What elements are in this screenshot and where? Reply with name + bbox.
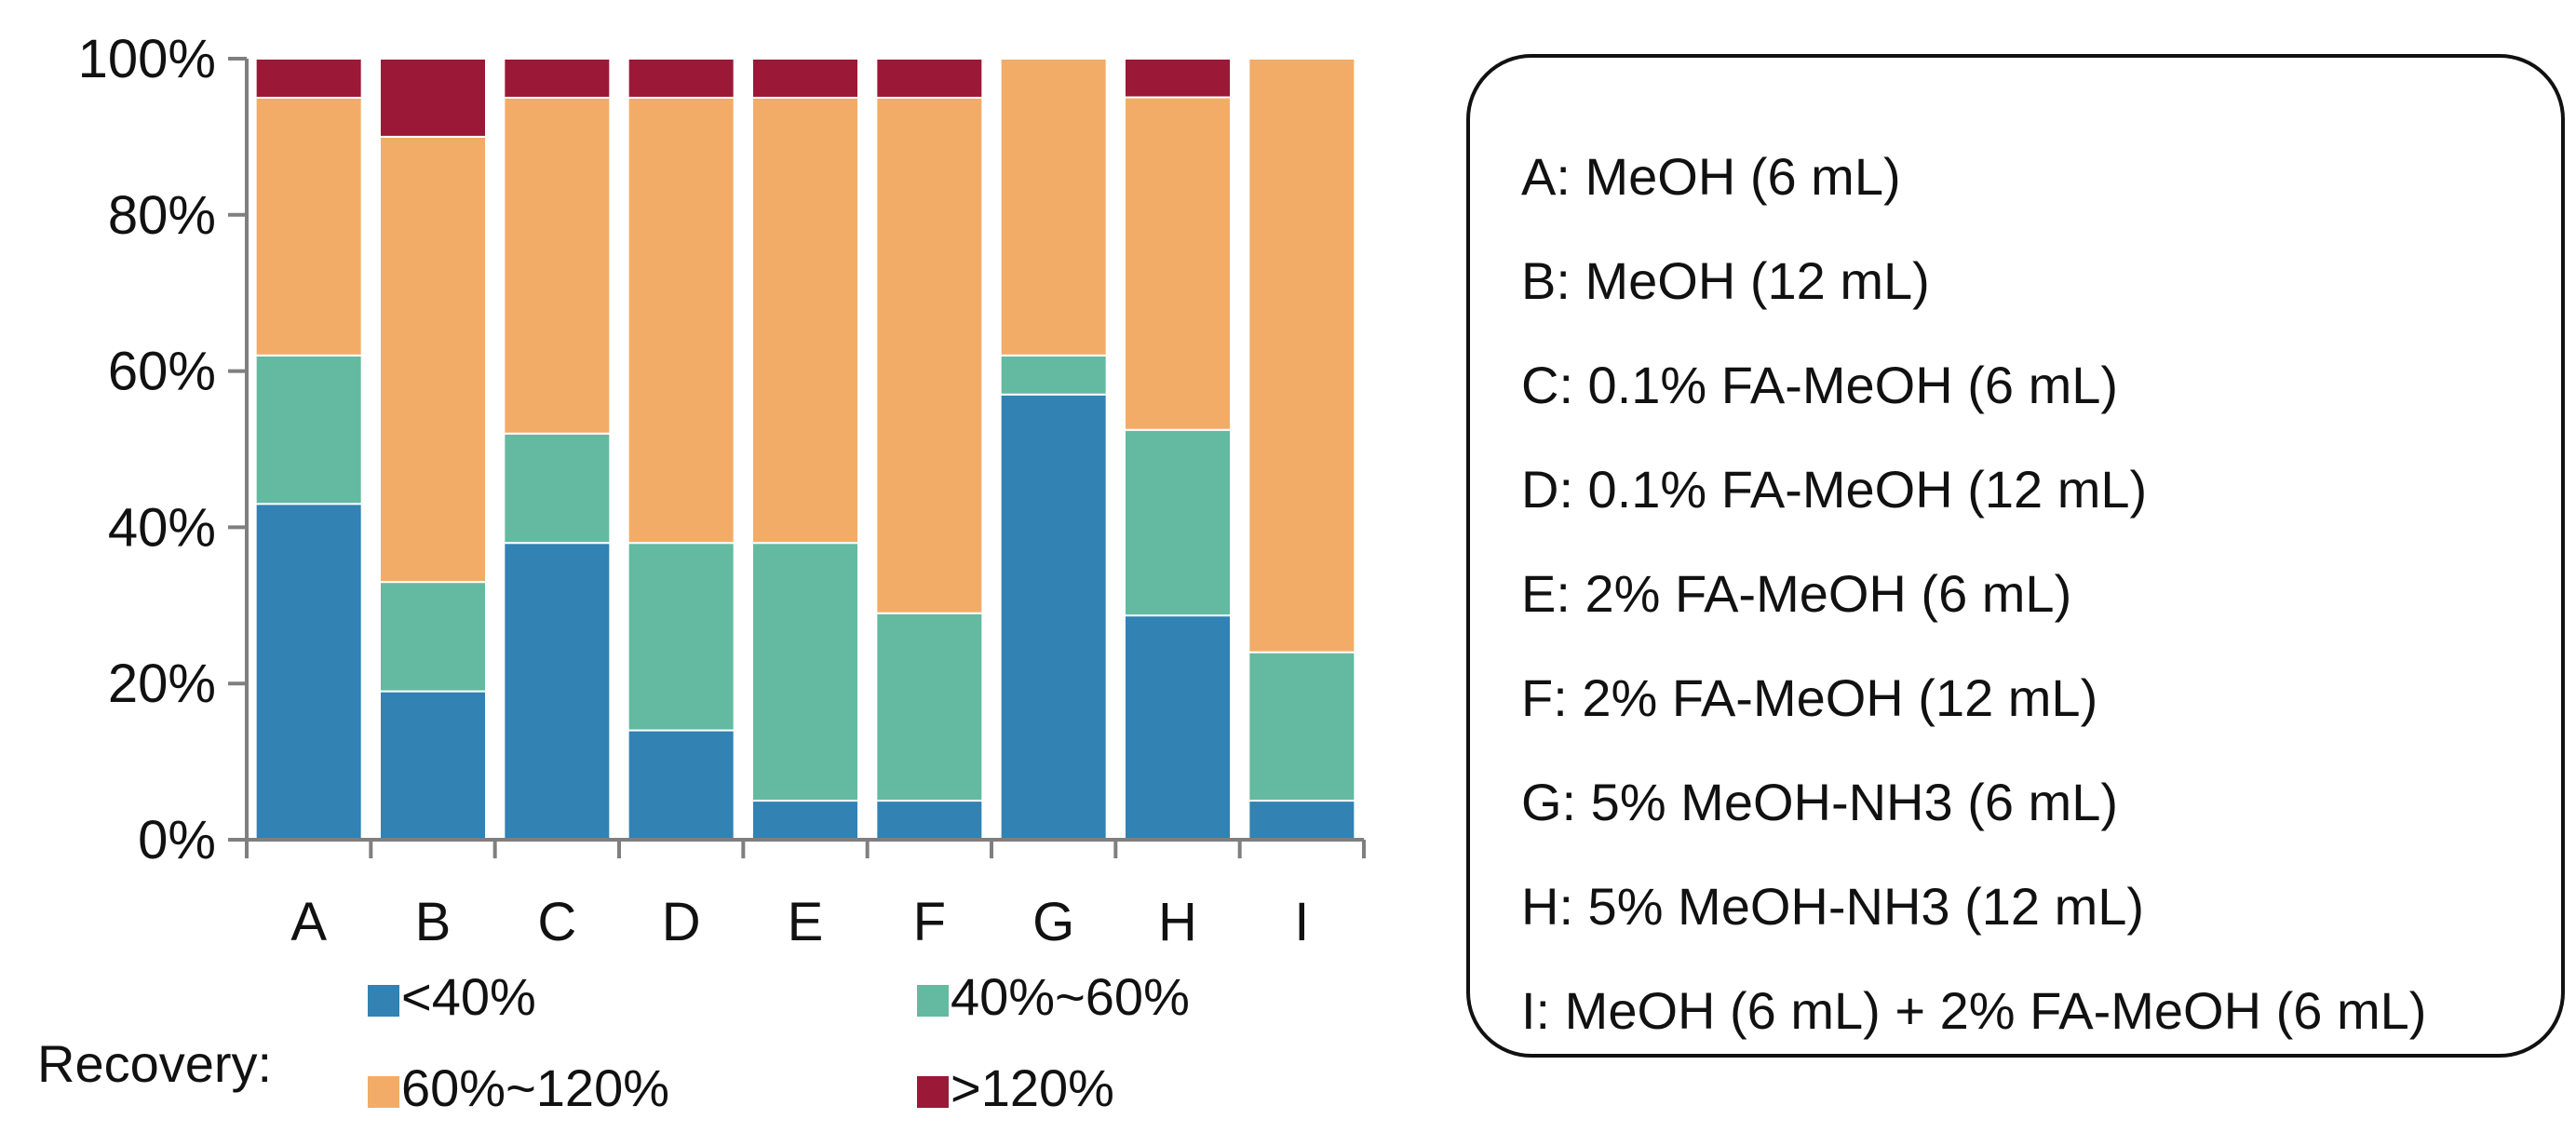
x-tick-label-i: I [1294, 892, 1309, 952]
y-tick-label: 40% [108, 497, 216, 558]
stacked-bar-chart: 0% 20% 40% 60% 80% 100% A B C D E F G H I Recovery: <40… [37, 29, 1366, 1117]
legend-label-0: <40% [401, 967, 536, 1026]
bar-h-series-2 [1124, 96, 1232, 431]
tick-labels-layer: 0% 20% 40% 60% 80% 100% A B C D E F G H I [78, 29, 1310, 952]
bar-e-series-1 [751, 542, 859, 802]
legend-label-1: 40%~60% [951, 967, 1190, 1026]
x-tick-label-c: C [537, 892, 576, 952]
series-legend: Recovery: <40% 40%~60% 60%~120% >120% [37, 967, 1190, 1117]
bar-g-series-0 [999, 393, 1108, 841]
condition-entry-2: C: 0.1% FA-MeOH (6 mL) [1521, 356, 2119, 414]
legend-swatch-0 [368, 985, 399, 1017]
bar-a-series-2 [254, 96, 363, 357]
bar-e-series-3 [751, 58, 859, 99]
bar-a-series-1 [254, 354, 363, 506]
condition-legend-box: A: MeOH (6 mL) B: MeOH (12 mL) C: 0.1% FA-… [1466, 54, 2565, 1058]
bar-d-series-3 [627, 58, 735, 99]
x-tick-label-b: B [415, 892, 452, 952]
x-tick-label-e: E [788, 892, 824, 952]
bar-c-series-2 [503, 96, 612, 435]
bar-f-series-2 [875, 96, 984, 614]
legend-label-2: 60%~120% [401, 1058, 669, 1117]
bar-d-series-1 [627, 542, 735, 732]
condition-entry-5: F: 2% FA-MeOH (12 mL) [1521, 668, 2098, 727]
bar-h-series-3 [1124, 58, 1232, 99]
y-tick-label: 60% [108, 342, 216, 402]
condition-entry-0: A: MeOH (6 mL) [1521, 147, 1901, 206]
legend-label-3: >120% [951, 1058, 1114, 1117]
bar-b-series-0 [379, 690, 487, 842]
y-tick-label: 100% [78, 29, 216, 89]
bar-b-series-1 [379, 581, 487, 693]
legend-swatch-3 [917, 1076, 949, 1108]
bar-b-series-2 [379, 135, 487, 584]
legend-swatch-1 [917, 985, 949, 1017]
y-tick-label: 20% [108, 654, 216, 714]
bar-f-series-1 [875, 612, 984, 802]
bar-c-series-3 [503, 58, 612, 99]
x-tick-label-h: H [1158, 892, 1197, 952]
bar-d-series-2 [627, 96, 735, 545]
bar-a-series-3 [254, 58, 363, 99]
bar-c-series-0 [503, 542, 612, 841]
bars-layer [254, 58, 1356, 842]
y-tick-label: 80% [108, 185, 216, 246]
x-tick-label-d: D [662, 892, 701, 952]
condition-entry-7: H: 5% MeOH-NH3 (12 mL) [1521, 877, 2145, 936]
condition-entry-3: D: 0.1% FA-MeOH (12 mL) [1521, 460, 2148, 519]
condition-entry-4: E: 2% FA-MeOH (6 mL) [1521, 564, 2072, 623]
bar-d-series-0 [627, 729, 735, 841]
bar-g-series-1 [999, 354, 1108, 396]
bar-i-series-2 [1248, 58, 1356, 654]
axis-layer [228, 57, 1366, 858]
condition-entry-8: I: MeOH (6 mL) + 2% FA-MeOH (6 mL) [1521, 981, 2427, 1040]
bar-g-series-2 [999, 58, 1108, 357]
legend-title: Recovery: [37, 1034, 272, 1093]
bar-c-series-1 [503, 432, 612, 545]
legend-swatch-2 [368, 1076, 399, 1108]
condition-entry-6: G: 5% MeOH-NH3 (6 mL) [1521, 773, 2118, 831]
bar-h-series-1 [1124, 428, 1232, 617]
bar-b-series-3 [379, 58, 487, 138]
x-tick-label-f: F [913, 892, 946, 952]
bar-e-series-2 [751, 96, 859, 545]
x-tick-label-a: A [290, 892, 327, 952]
condition-entry-1: B: MeOH (12 mL) [1521, 251, 1930, 310]
bar-f-series-0 [875, 800, 984, 841]
bar-e-series-0 [751, 800, 859, 841]
bar-a-series-0 [254, 503, 363, 841]
bar-i-series-0 [1248, 800, 1356, 841]
bar-f-series-3 [875, 58, 984, 99]
bar-h-series-0 [1124, 614, 1232, 841]
bar-i-series-1 [1248, 651, 1356, 802]
x-tick-label-g: G [1032, 892, 1074, 952]
y-tick-label: 0% [138, 810, 216, 870]
